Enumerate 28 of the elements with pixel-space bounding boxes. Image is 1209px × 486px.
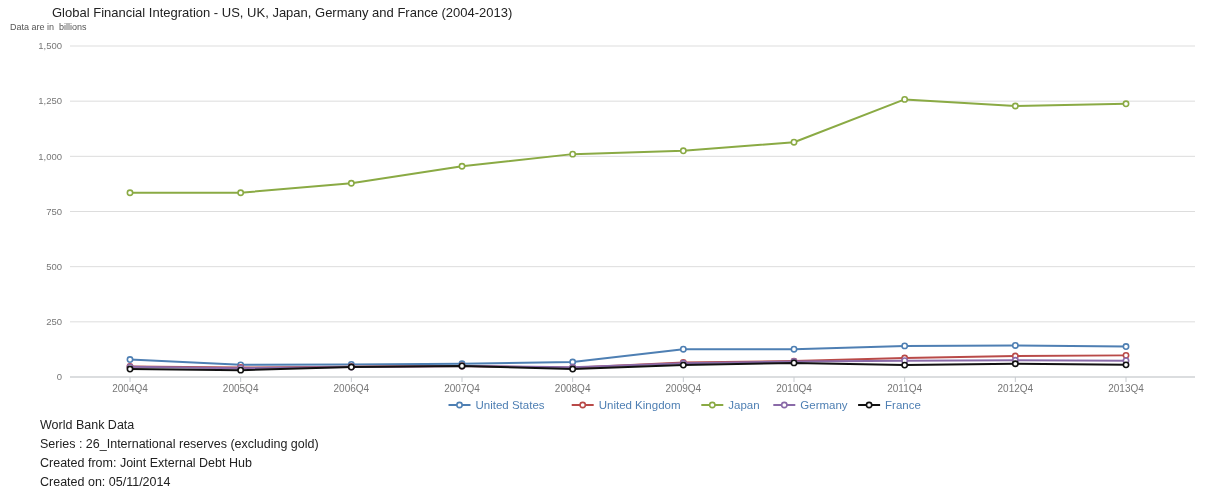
legend-label: Japan	[728, 399, 760, 412]
x-tick-label: 2008Q4	[554, 383, 591, 394]
legend-label: Germany	[800, 399, 848, 412]
chart-subtitle: Data are in billions	[10, 22, 88, 32]
legend-label: United States	[475, 399, 545, 412]
legend-label: France	[885, 399, 921, 412]
x-tick-label: 2005Q4	[222, 383, 259, 394]
x-tick-label: 2004Q4	[112, 383, 149, 394]
x-tick-label: 2006Q4	[333, 383, 370, 394]
x-tick-label: 2009Q4	[665, 383, 702, 394]
y-tick-label: 750	[46, 205, 62, 217]
y-tick-label: 250	[46, 316, 62, 328]
y-tick-label: 0	[56, 371, 62, 383]
x-tick-label: 2011Q4	[887, 383, 923, 394]
y-tick-label: 500	[46, 260, 62, 272]
text: Created on: 05/11/2014	[40, 475, 171, 486]
x-tick-label: 2013Q4	[1108, 383, 1145, 394]
x-tick-label: 2012Q4	[997, 383, 1034, 394]
chart-title: Global Financial Integration - US, UK, Japan, Germany and France (2004-2013)	[52, 5, 513, 20]
legend-label: United Kingdom	[598, 399, 681, 412]
x-tick-label: 2010Q4	[776, 383, 813, 394]
text: World Bank Data	[40, 418, 135, 432]
y-tick-label: 1,250	[38, 95, 62, 107]
text: Created from: Joint External Debt Hub	[40, 456, 252, 470]
x-tick-label: 2007Q4	[444, 383, 481, 394]
y-tick-label: 1,000	[38, 150, 62, 162]
y-tick-label: 1,500	[38, 40, 62, 52]
text: Series : 26_International reserves (excluding gold)	[40, 437, 319, 451]
